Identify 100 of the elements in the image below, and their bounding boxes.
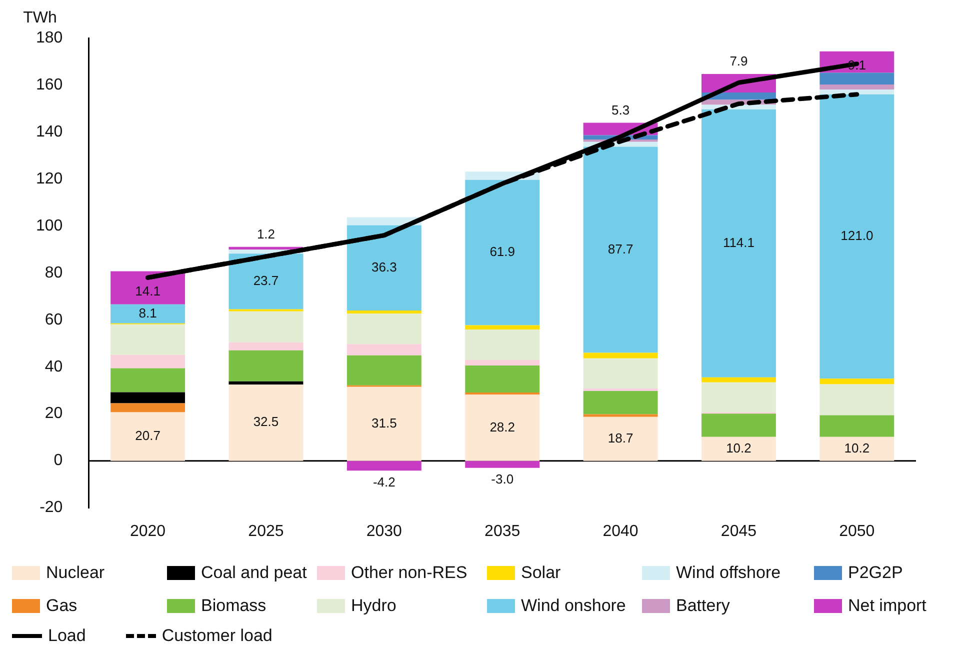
- bar: [465, 392, 540, 395]
- legend-label: Gas: [46, 596, 78, 616]
- bar: [346, 460, 422, 471]
- data-label: 10.2: [844, 440, 870, 456]
- legend-label: Nuclear: [46, 562, 105, 582]
- legend-label: Hydro: [351, 596, 396, 616]
- bar: [110, 354, 186, 368]
- data-label: 7.9: [730, 54, 748, 69]
- y-tick-label: 20: [44, 405, 63, 422]
- bar: [228, 254, 304, 310]
- legend-label: Other non-RES: [351, 562, 468, 582]
- y-tick-label: 120: [36, 170, 63, 188]
- legend-label: Load: [48, 626, 86, 646]
- data-label: 114.1: [722, 235, 755, 250]
- data-label: -4.2: [372, 474, 396, 490]
- bar: [583, 388, 658, 392]
- data-label: -3.0: [491, 471, 514, 486]
- bar: [820, 89, 894, 94]
- bar: [110, 412, 186, 461]
- bar: [820, 94, 894, 379]
- bar: [346, 225, 422, 310]
- bar: [583, 146, 658, 353]
- bar: [583, 414, 658, 417]
- bar: [820, 84, 894, 90]
- bar: [228, 342, 304, 350]
- bar: [583, 352, 658, 358]
- x-tick-label: 2025: [248, 522, 284, 540]
- bar: [228, 350, 304, 382]
- bar: [820, 415, 894, 437]
- data-label: 32.5: [253, 414, 279, 430]
- data-label: 28.2: [490, 419, 516, 434]
- y-tick-label: -20: [40, 499, 63, 516]
- legend-label: Biomass: [201, 596, 266, 616]
- y-tick-label: 40: [44, 358, 63, 376]
- y-tick-label: 180: [36, 29, 63, 46]
- bar: [583, 358, 658, 388]
- y-tick-label: 80: [44, 264, 63, 282]
- bar: [820, 436, 894, 461]
- x-tick-label: 2040: [602, 522, 638, 540]
- bar: [701, 109, 776, 378]
- legend-label: Battery: [676, 596, 730, 616]
- y-tick-label: 100: [36, 217, 63, 234]
- legend-label: Net import: [848, 596, 926, 616]
- bar: [465, 365, 540, 392]
- data-label: 10.2: [726, 440, 752, 456]
- bar: [110, 271, 186, 304]
- legend-label: P2G2P: [848, 562, 903, 582]
- bar: [228, 311, 304, 342]
- data-label: 36.3: [372, 259, 397, 274]
- data-label: 18.7: [608, 430, 634, 446]
- bar: [465, 330, 540, 360]
- bar: [346, 314, 422, 344]
- data-label: 61.9: [490, 244, 516, 260]
- bar: [583, 416, 658, 461]
- bar: [465, 394, 540, 461]
- bar: [346, 386, 422, 461]
- data-label: 31.5: [372, 415, 397, 430]
- y-tick-label: 0: [54, 452, 63, 470]
- data-label: 1.2: [256, 226, 276, 242]
- x-tick-label: 2030: [366, 522, 402, 540]
- x-tick-label: 2020: [130, 522, 166, 540]
- bar: [701, 382, 776, 412]
- data-label: 20.7: [135, 428, 160, 444]
- x-tick-label: 2050: [839, 522, 875, 540]
- legend-label: Wind offshore: [676, 562, 781, 582]
- bar: [346, 344, 422, 356]
- bar: [346, 355, 422, 386]
- legend-label: Customer load: [162, 626, 272, 646]
- y-axis-title: TWh: [23, 9, 57, 26]
- data-label: 14.1: [135, 283, 160, 298]
- legend-label: Solar: [521, 562, 561, 582]
- x-tick-label: 2035: [484, 522, 520, 540]
- bar: [465, 460, 540, 468]
- bar: [820, 384, 894, 416]
- bar: [701, 414, 776, 437]
- bar: [346, 310, 422, 314]
- bar: [701, 436, 776, 461]
- bar: [583, 391, 658, 414]
- bar: [110, 304, 186, 324]
- x-tick-label: 2045: [720, 522, 757, 540]
- bar: [465, 325, 540, 330]
- data-label: 121.0: [840, 228, 874, 244]
- bar: [465, 180, 540, 326]
- bar: [228, 384, 304, 461]
- bar: [820, 72, 894, 85]
- legend-label: Wind onshore: [521, 596, 626, 616]
- data-label: 23.7: [253, 273, 279, 288]
- bar: [110, 403, 186, 412]
- bar: [820, 378, 894, 384]
- bar: [110, 392, 186, 404]
- data-label: 5.3: [611, 102, 630, 118]
- data-label: 87.7: [608, 241, 634, 256]
- y-tick-label: 160: [36, 76, 63, 94]
- bar: [465, 360, 540, 366]
- bar: [701, 377, 776, 382]
- legend-label: Coal and peat: [201, 562, 307, 582]
- y-tick-label: 60: [44, 311, 63, 328]
- bar: [228, 381, 304, 384]
- y-tick-label: 140: [36, 123, 63, 140]
- bar: [110, 368, 186, 392]
